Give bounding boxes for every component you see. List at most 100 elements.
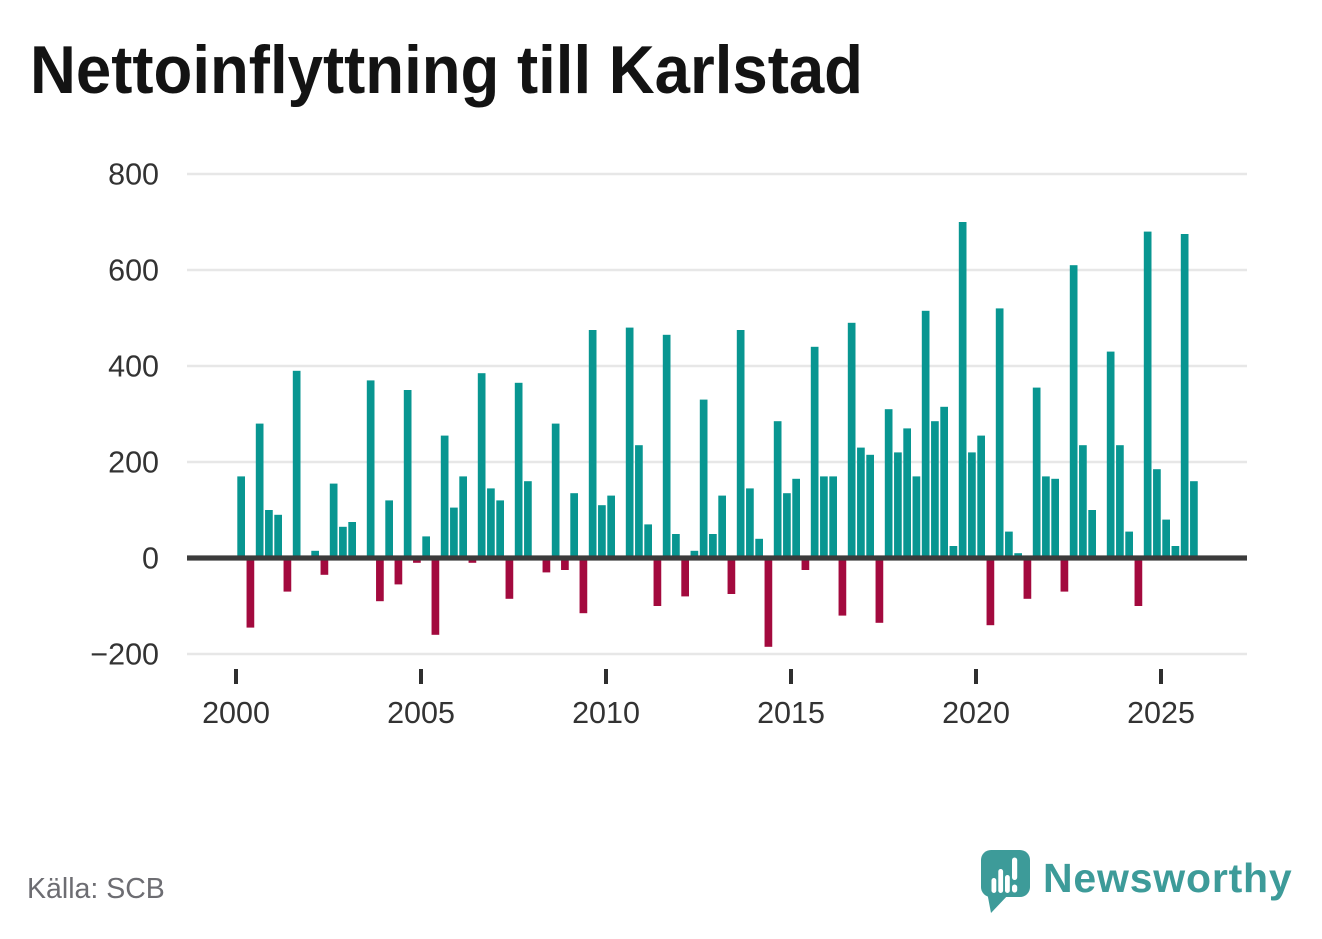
y-tick-label-600: 600 [108, 254, 159, 288]
bar-2003-Q4 [376, 556, 384, 602]
bar-2014-Q1 [755, 538, 763, 560]
bar-2017-Q3 [884, 409, 893, 560]
bar-2000-Q2 [246, 556, 255, 628]
bar-2022-Q4 [1079, 445, 1087, 560]
bar-2006-Q1 [459, 476, 467, 560]
bar-2001-Q2 [283, 556, 292, 592]
bar-2008-Q4 [561, 556, 569, 570]
zero-line [187, 555, 1247, 561]
bar-2007-Q3 [514, 382, 523, 560]
bar-2011-Q2 [653, 556, 662, 606]
bar-2004-Q1 [385, 500, 393, 560]
bar-2000-Q1 [237, 476, 245, 560]
x-tick-2010 [604, 669, 608, 684]
bar-2016-Q4 [857, 447, 865, 560]
x-tick-label-2005: 2005 [387, 696, 455, 730]
bar-2025-Q3 [1180, 234, 1189, 560]
logo-bubble-tail [987, 892, 1009, 913]
bar-2024-Q4 [1153, 469, 1161, 560]
bar-2021-Q2 [1023, 556, 1032, 599]
bar-2021-Q4 [1042, 476, 1050, 560]
bar-2010-Q3 [625, 327, 634, 560]
logo-chart-bar-medium [1005, 875, 1010, 893]
bar-2009-Q4 [598, 505, 606, 560]
bar-2016-Q3 [847, 322, 856, 560]
y-axis-labels: 800 600 400 200 0 −200 [90, 158, 159, 672]
bar-2001-Q3 [292, 370, 301, 560]
bar-2020-Q2 [986, 556, 995, 626]
bar-2011-Q1 [644, 524, 652, 560]
bar-2023-Q1 [1088, 510, 1096, 560]
x-axis-ticks [234, 669, 1163, 684]
bar-2011-Q4 [672, 534, 680, 560]
bar-2013-Q4 [746, 488, 754, 560]
bar-2022-Q2 [1060, 556, 1069, 592]
bar-2015-Q1 [792, 478, 800, 560]
bar-2000-Q3 [255, 423, 264, 560]
bar-2019-Q3 [958, 222, 967, 560]
bar-2020-Q4 [1005, 531, 1013, 560]
x-tick-label-2010: 2010 [572, 696, 640, 730]
bar-2005-Q3 [440, 435, 449, 560]
bar-2017-Q1 [866, 454, 874, 560]
bar-2018-Q4 [931, 421, 939, 560]
bar-2023-Q3 [1106, 351, 1115, 560]
bar-2025-Q2 [1171, 546, 1180, 560]
bar-2013-Q1 [718, 495, 726, 560]
newsworthy-logo: Newsworthy [981, 850, 1293, 913]
gridline-600 [187, 268, 1247, 272]
bar-2025-Q4 [1190, 481, 1198, 560]
bar-2024-Q2 [1134, 556, 1143, 606]
bar-2018-Q3 [921, 310, 930, 560]
bar-2006-Q3 [477, 373, 486, 560]
x-tick-label-2020: 2020 [942, 696, 1010, 730]
bar-2011-Q3 [662, 334, 671, 560]
bar-2007-Q1 [496, 500, 504, 560]
bar-series [237, 222, 1198, 647]
bar-2020-Q1 [977, 435, 985, 560]
bar-2010-Q4 [635, 445, 643, 560]
logo-exclamation-dot [1012, 884, 1018, 893]
bar-2021-Q3 [1032, 387, 1041, 560]
bar-2002-Q4 [339, 526, 347, 560]
page-title: Nettoinflyttning till Karlstad [30, 32, 863, 108]
bar-2005-Q1 [422, 536, 430, 560]
bar-2024-Q1 [1125, 531, 1133, 560]
logo-chart-bar-short [991, 878, 997, 893]
bar-2008-Q3 [551, 423, 560, 560]
bar-2013-Q3 [736, 330, 745, 560]
bar-2007-Q4 [524, 481, 532, 560]
bar-2024-Q3 [1143, 231, 1152, 560]
x-tick-2015 [789, 669, 793, 684]
x-tick-2025 [1159, 669, 1163, 684]
x-tick-2005 [419, 669, 423, 684]
bar-2002-Q3 [329, 483, 338, 560]
bar-2017-Q4 [894, 452, 902, 560]
x-tick-label-2000: 2000 [202, 696, 270, 730]
x-tick-2020 [974, 669, 978, 684]
bar-2018-Q1 [903, 428, 911, 560]
x-tick-label-2025: 2025 [1127, 696, 1195, 730]
bar-2004-Q2 [394, 556, 403, 585]
bar-2014-Q4 [783, 493, 791, 560]
bar-2023-Q4 [1116, 445, 1124, 560]
bar-2017-Q2 [875, 556, 884, 623]
logo-exclamation-stem [1012, 857, 1018, 880]
source-credit: Källa: SCB [27, 873, 165, 905]
bar-2012-Q4 [709, 534, 717, 560]
bar-2015-Q3 [810, 346, 819, 560]
bar-2016-Q1 [829, 476, 837, 560]
bar-2009-Q1 [570, 493, 578, 560]
bar-2009-Q3 [588, 330, 597, 560]
bar-2012-Q3 [699, 399, 708, 560]
x-tick-2000 [234, 669, 238, 684]
zero-axis-line [187, 555, 1247, 561]
bar-2010-Q1 [607, 495, 615, 560]
bar-2008-Q2 [542, 556, 551, 573]
logo-wordmark: Newsworthy [1043, 855, 1293, 901]
x-axis-labels: 2000 2005 2010 2015 2020 2025 [202, 696, 1195, 730]
bar-2020-Q3 [995, 308, 1004, 560]
newsworthy-speech-bubble-chart-icon [981, 850, 1030, 913]
bar-2006-Q4 [487, 488, 495, 560]
